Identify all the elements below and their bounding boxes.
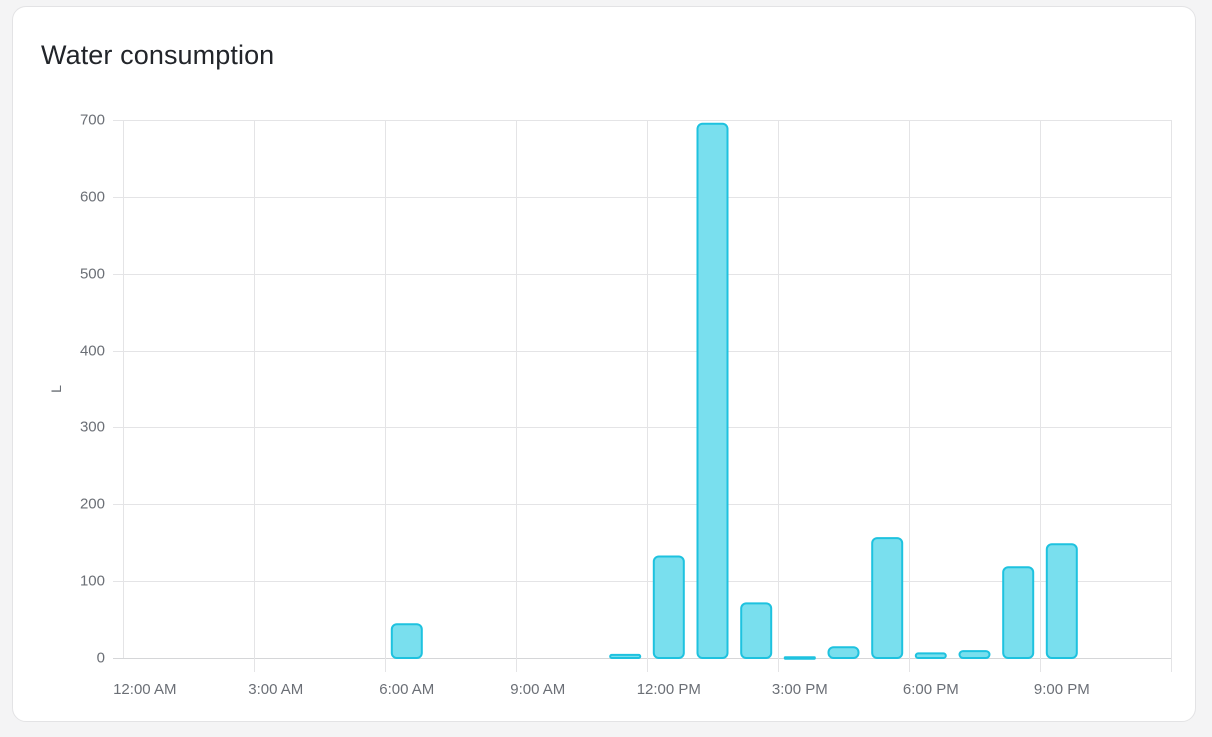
xtick-label: 6:00 PM	[903, 681, 959, 698]
xtick-label: 12:00 AM	[113, 681, 176, 698]
bar-series	[390, 122, 1078, 660]
xtick-label: 12:00 PM	[637, 681, 701, 698]
bar[interactable]	[871, 537, 904, 659]
xtick-label: 9:00 PM	[1034, 681, 1090, 698]
ytick-label: 400	[80, 342, 105, 359]
bar[interactable]	[1002, 566, 1035, 659]
ytick-label: 300	[80, 418, 105, 435]
bar[interactable]	[652, 555, 685, 659]
ytick-label: 100	[80, 572, 105, 589]
water-consumption-bar-chart: 0 100 200 300 400 500 600 700 12:00 AM 3:00 AM 6:0…	[13, 7, 1197, 723]
y-axis-title: L	[48, 385, 64, 393]
y-gridlines: 0 100 200 300 400 500 600 700	[80, 111, 1171, 666]
ytick-label: 200	[80, 495, 105, 512]
chart-svg: 0 100 200 300 400 500 600 700 12:00 AM 3:00 AM 6:0…	[48, 111, 1172, 698]
ytick-label: 0	[97, 649, 105, 666]
bar[interactable]	[1045, 543, 1078, 659]
bar[interactable]	[390, 623, 423, 660]
bar[interactable]	[783, 656, 816, 660]
bar[interactable]	[827, 646, 860, 660]
bar[interactable]	[696, 122, 729, 660]
xtick-label: 3:00 PM	[772, 681, 828, 698]
ytick-label: 700	[80, 111, 105, 128]
bar[interactable]	[958, 650, 991, 659]
x-axis-labels: 12:00 AM 3:00 AM 6:00 AM 9:00 AM 12:00 PM 3:0…	[113, 681, 1090, 698]
xtick-label: 6:00 AM	[379, 681, 434, 698]
page-title: Water consumption	[41, 40, 275, 70]
x-gridlines	[123, 120, 1172, 672]
ytick-label: 600	[80, 188, 105, 205]
bar[interactable]	[609, 653, 642, 660]
xtick-label: 9:00 AM	[510, 681, 565, 698]
xtick-label: 3:00 AM	[248, 681, 303, 698]
chart-card: Water consumption 0 100 200 300 400 500 600 700…	[12, 6, 1196, 722]
ytick-label: 500	[80, 265, 105, 282]
bar[interactable]	[740, 602, 773, 660]
bar[interactable]	[914, 652, 947, 660]
